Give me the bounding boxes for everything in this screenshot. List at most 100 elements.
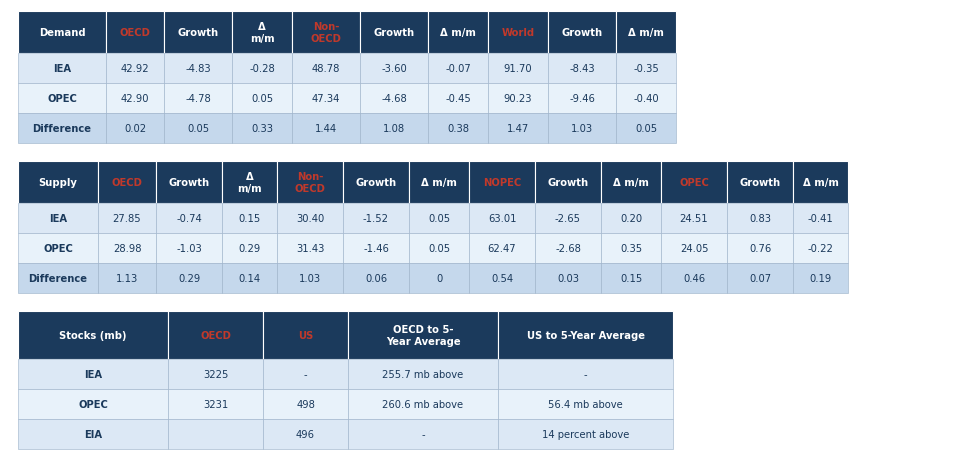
- Text: 0.05: 0.05: [251, 94, 273, 104]
- Text: 3231: 3231: [203, 399, 228, 409]
- Bar: [156, 234, 222, 263]
- Text: Supply: Supply: [38, 178, 77, 188]
- Bar: [428, 12, 488, 54]
- Text: -9.46: -9.46: [569, 94, 595, 104]
- Bar: [98, 234, 156, 263]
- Text: 0.29: 0.29: [238, 243, 261, 253]
- Bar: [343, 203, 409, 234]
- Bar: [793, 234, 848, 263]
- Text: 0.03: 0.03: [557, 274, 579, 283]
- Bar: [616, 114, 676, 144]
- Bar: [18, 419, 168, 449]
- Text: -4.83: -4.83: [185, 64, 211, 74]
- Bar: [232, 84, 292, 114]
- Text: 498: 498: [296, 399, 315, 409]
- Text: Δ m/m: Δ m/m: [421, 178, 457, 188]
- Text: 0.14: 0.14: [238, 274, 261, 283]
- Bar: [498, 359, 673, 389]
- Text: 14 percent above: 14 percent above: [542, 429, 629, 439]
- Text: 3225: 3225: [203, 369, 228, 379]
- Bar: [535, 203, 601, 234]
- Bar: [409, 234, 469, 263]
- Bar: [156, 162, 222, 203]
- Text: OPEC: OPEC: [679, 178, 709, 188]
- Bar: [535, 234, 601, 263]
- Text: 42.92: 42.92: [121, 64, 149, 74]
- Bar: [428, 54, 488, 84]
- Text: Non-
OECD: Non- OECD: [311, 22, 341, 44]
- Bar: [164, 114, 232, 144]
- Text: OPEC: OPEC: [78, 399, 108, 409]
- Bar: [292, 54, 360, 84]
- Text: 0.15: 0.15: [238, 213, 261, 224]
- Text: 0.54: 0.54: [491, 274, 514, 283]
- Bar: [232, 12, 292, 54]
- Bar: [18, 311, 168, 359]
- Bar: [498, 389, 673, 419]
- Bar: [793, 263, 848, 293]
- Text: 1.13: 1.13: [116, 274, 138, 283]
- Text: -1.52: -1.52: [363, 213, 389, 224]
- Text: Non-
OECD: Non- OECD: [295, 171, 325, 194]
- Text: 0.05: 0.05: [187, 124, 209, 134]
- Text: Δ m/m: Δ m/m: [440, 28, 476, 38]
- Text: 0.05: 0.05: [635, 124, 657, 134]
- Text: OECD to 5-
Year Average: OECD to 5- Year Average: [386, 324, 461, 347]
- Bar: [616, 12, 676, 54]
- Bar: [428, 84, 488, 114]
- Text: 31.43: 31.43: [296, 243, 324, 253]
- Bar: [343, 162, 409, 203]
- Bar: [98, 162, 156, 203]
- Bar: [360, 54, 428, 84]
- Text: -0.40: -0.40: [633, 94, 659, 104]
- Text: Difference: Difference: [32, 124, 91, 134]
- Bar: [727, 162, 793, 203]
- Text: -4.78: -4.78: [185, 94, 211, 104]
- Bar: [18, 203, 98, 234]
- Bar: [343, 263, 409, 293]
- Text: Δ
m/m: Δ m/m: [250, 22, 274, 44]
- Text: Growth: Growth: [169, 178, 210, 188]
- Bar: [535, 263, 601, 293]
- Bar: [488, 54, 548, 84]
- Text: 0.38: 0.38: [447, 124, 469, 134]
- Text: 260.6 mb above: 260.6 mb above: [382, 399, 464, 409]
- Bar: [156, 203, 222, 234]
- Text: 255.7 mb above: 255.7 mb above: [382, 369, 464, 379]
- Bar: [348, 311, 498, 359]
- Bar: [222, 234, 277, 263]
- Bar: [348, 389, 498, 419]
- Text: Δ m/m: Δ m/m: [613, 178, 649, 188]
- Bar: [263, 359, 348, 389]
- Text: 1.44: 1.44: [315, 124, 337, 134]
- Bar: [793, 203, 848, 234]
- Text: 0.15: 0.15: [620, 274, 642, 283]
- Bar: [343, 234, 409, 263]
- Text: Demand: Demand: [38, 28, 85, 38]
- Bar: [601, 234, 661, 263]
- Text: 1.47: 1.47: [507, 124, 529, 134]
- Bar: [277, 263, 343, 293]
- Text: 91.70: 91.70: [504, 64, 532, 74]
- Text: 0.76: 0.76: [749, 243, 771, 253]
- Text: -2.68: -2.68: [555, 243, 581, 253]
- Text: World: World: [502, 28, 534, 38]
- Bar: [222, 263, 277, 293]
- Text: -: -: [304, 369, 308, 379]
- Bar: [292, 84, 360, 114]
- Bar: [18, 263, 98, 293]
- Bar: [106, 12, 164, 54]
- Text: 63.01: 63.01: [488, 213, 516, 224]
- Text: OECD: OECD: [112, 178, 142, 188]
- Bar: [222, 162, 277, 203]
- Text: 1.03: 1.03: [299, 274, 321, 283]
- Bar: [727, 234, 793, 263]
- Bar: [18, 234, 98, 263]
- Bar: [106, 114, 164, 144]
- Bar: [661, 162, 727, 203]
- Bar: [488, 84, 548, 114]
- Text: -0.22: -0.22: [808, 243, 833, 253]
- Text: US to 5-Year Average: US to 5-Year Average: [526, 330, 645, 340]
- Bar: [156, 263, 222, 293]
- Text: OPEC: OPEC: [43, 243, 73, 253]
